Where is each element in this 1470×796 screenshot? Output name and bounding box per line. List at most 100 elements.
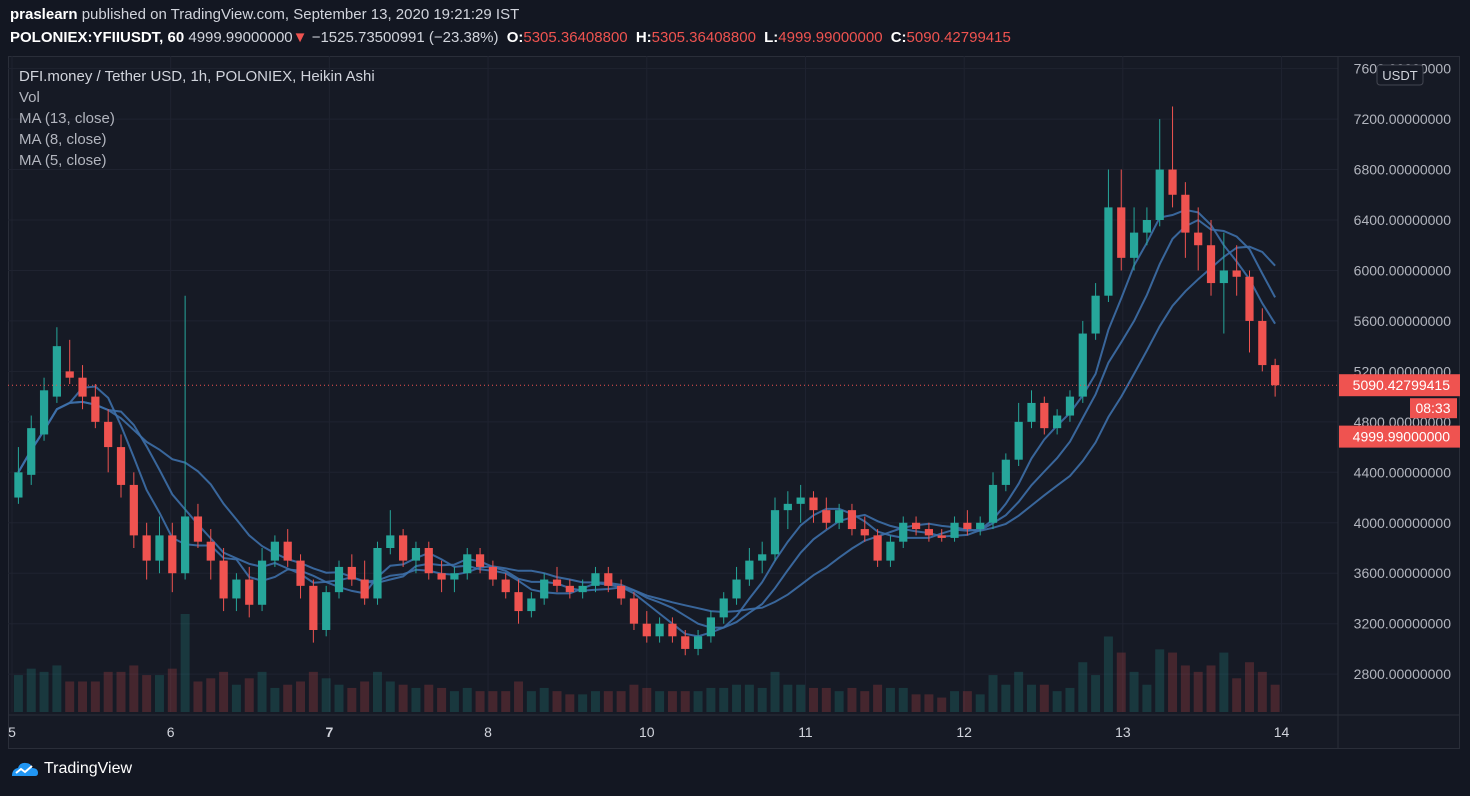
x-tick-label: 13 [1115, 724, 1131, 740]
candle-body [399, 535, 408, 561]
candle-body [1091, 295, 1100, 334]
candle-body [168, 535, 177, 574]
ma-line-5 [17, 208, 1276, 638]
candle-body [65, 371, 74, 378]
volume-bar [1001, 684, 1011, 712]
volume-bar [667, 691, 677, 712]
candle-body [758, 554, 767, 561]
volume-bar [1155, 649, 1165, 712]
volume-bar [847, 687, 857, 712]
volume-bar [655, 691, 665, 712]
candle-body [52, 346, 61, 397]
volume-bar [719, 687, 729, 712]
candle-body [963, 522, 972, 530]
volume-bar [129, 665, 139, 712]
candle-body [540, 579, 549, 599]
currency-label: USDT [1382, 68, 1417, 83]
candle-body [1065, 396, 1075, 416]
candle-body [155, 535, 164, 561]
high-value: 5305.36408800 [651, 29, 756, 46]
candle-body [27, 428, 36, 475]
volume-bar [744, 684, 754, 712]
candle-body [1104, 207, 1113, 296]
volume-bar [783, 684, 793, 712]
volume-bar [796, 684, 806, 712]
volume-bar [1180, 665, 1190, 712]
candle-body [1078, 333, 1087, 397]
chart-frame [8, 56, 1460, 749]
volume-bar [514, 681, 524, 712]
candle-body [642, 623, 651, 637]
candle-body [14, 472, 23, 498]
y-tick-label: 4000.00000000 [1354, 515, 1452, 531]
x-tick-label: 10 [639, 724, 655, 740]
candle-body [334, 566, 344, 593]
volume-bar [501, 691, 511, 712]
candle-body [770, 510, 780, 555]
legend-item-ma5[interactable]: MA (5, close) [19, 152, 107, 169]
candle-body [745, 560, 754, 580]
candle-body [1232, 270, 1241, 277]
close-value: 5090.42799415 [906, 29, 1011, 46]
legend-item-vol[interactable]: Vol [19, 89, 40, 106]
price-chart[interactable]: 7600.000000007200.000000006800.000000006… [8, 56, 1460, 749]
candle-body [193, 516, 203, 542]
candle-body [270, 541, 279, 561]
candle-body [617, 585, 626, 599]
candle-body [1155, 169, 1164, 220]
candle-body [681, 636, 690, 649]
currency-badge [1376, 64, 1424, 86]
candle-body [463, 554, 472, 574]
volume-bar [475, 691, 485, 712]
volume-bar [988, 675, 998, 712]
legend-item-ma8[interactable]: MA (8, close) [19, 131, 107, 148]
volume-bar [590, 691, 600, 712]
volume-bar [808, 687, 818, 712]
volume-bar [1103, 636, 1113, 712]
candle-body [245, 579, 254, 605]
candle-body [719, 598, 728, 618]
volume-bar [911, 694, 921, 712]
candle-body [1258, 320, 1267, 366]
volume-bar [885, 687, 895, 712]
author-name[interactable]: praslearn [10, 6, 78, 23]
volume-bar [680, 691, 690, 712]
candle-body [219, 560, 228, 599]
volume-bar [270, 687, 280, 712]
candle-body [822, 510, 831, 523]
volume-bar [244, 678, 254, 712]
candle-body [796, 497, 805, 504]
volume-bar [449, 691, 459, 712]
last-price-text: 5090.42799415 [1353, 377, 1451, 393]
open-value: 5305.36408800 [523, 29, 628, 46]
candle-body [129, 484, 138, 536]
candle-body [693, 636, 703, 649]
candle-body [911, 522, 921, 530]
publish-info: praslearn published on TradingView.com, … [10, 6, 519, 23]
candle-body [1168, 169, 1177, 195]
triangle-down-icon: ▼ [292, 29, 308, 46]
tradingview-footer[interactable]: TradingView [10, 760, 132, 778]
candle-body [347, 566, 356, 580]
volume-bar [1039, 684, 1049, 712]
ma-line-13 [17, 245, 1276, 614]
candle-body [142, 535, 151, 561]
legend-item-ma13[interactable]: MA (13, close) [19, 110, 115, 127]
candle-body [552, 579, 562, 586]
volume-bar [334, 684, 344, 712]
volume-bar [90, 681, 100, 712]
candle-body [386, 535, 395, 548]
candle-body [437, 573, 446, 580]
candle-body [668, 623, 677, 637]
volume-bar [539, 687, 549, 712]
volume-bar [142, 675, 152, 712]
candle-body [450, 573, 459, 580]
volume-bar [167, 668, 177, 712]
candle-body [78, 377, 87, 397]
volume-bar [834, 691, 844, 712]
volume-bar [257, 671, 267, 712]
volume-bar [26, 668, 36, 712]
volume-bar [629, 684, 639, 712]
candle-body [1040, 402, 1049, 429]
volume-bar [321, 678, 331, 712]
